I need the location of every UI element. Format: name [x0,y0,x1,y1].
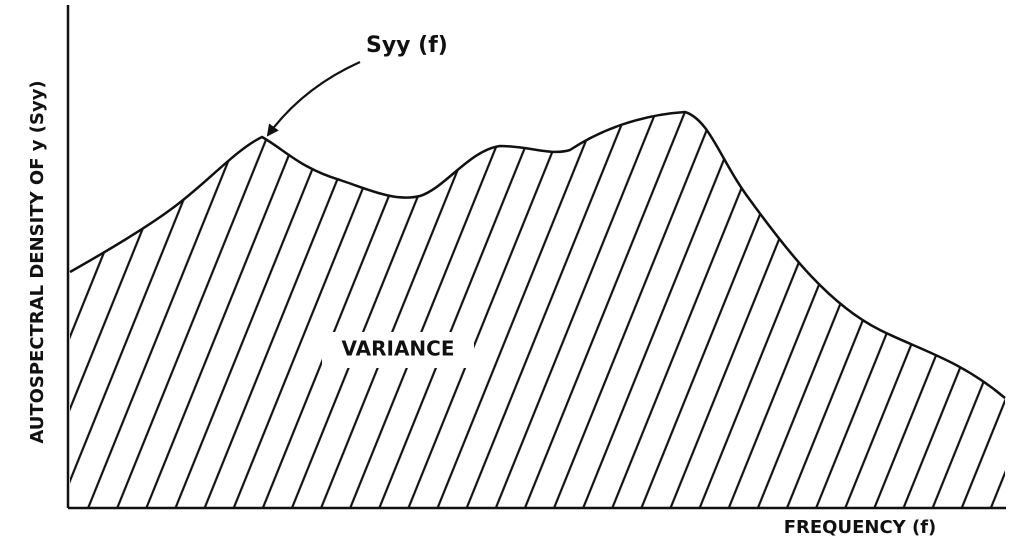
annotation: Syy (f) [366,33,448,58]
x-axis-label: FREQUENCY (f) [784,517,937,538]
spectral-curve [69,110,1006,399]
region-label: VARIANCE [342,337,455,361]
y-axis-label: AUTOSPECTRAL DENSITY OF y (Syy) [27,80,48,443]
variance-area [70,112,1005,508]
label-background [322,332,474,368]
annotation-arrow [266,60,361,137]
